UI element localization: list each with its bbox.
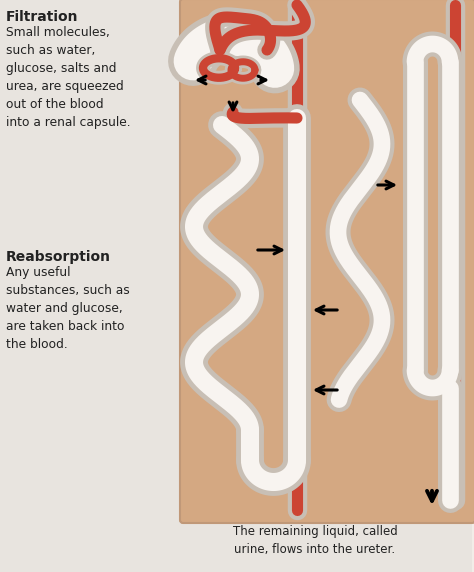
Text: The remaining liquid, called
urine, flows into the ureter.: The remaining liquid, called urine, flow…: [233, 525, 397, 555]
FancyBboxPatch shape: [0, 0, 185, 572]
Text: Filtration: Filtration: [6, 10, 79, 24]
Text: Small molecules,
such as water,
glucose, salts and
urea, are squeezed
out of the: Small molecules, such as water, glucose,…: [6, 26, 131, 129]
Text: Any useful
substances, such as
water and glucose,
are taken back into
the blood.: Any useful substances, such as water and…: [6, 266, 130, 351]
FancyBboxPatch shape: [183, 500, 472, 572]
FancyBboxPatch shape: [180, 0, 474, 523]
Text: Reabsorption: Reabsorption: [6, 250, 111, 264]
